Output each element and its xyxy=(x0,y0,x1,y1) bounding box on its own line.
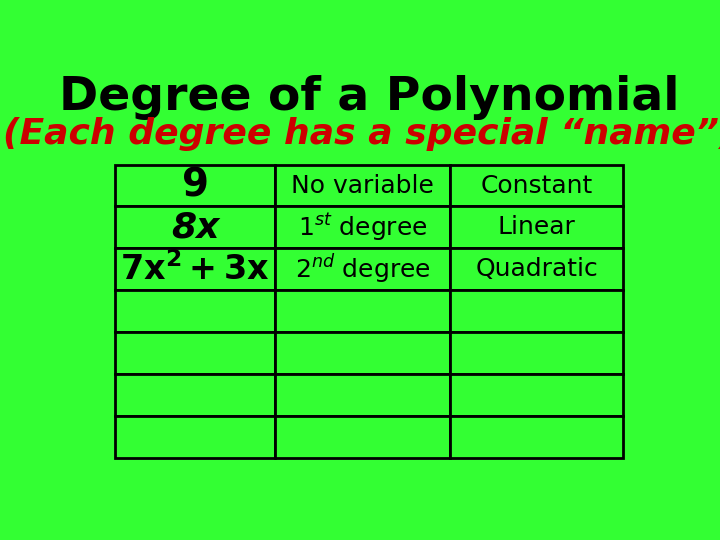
Bar xyxy=(275,206,450,248)
Text: Linear: Linear xyxy=(498,215,575,239)
Text: $1^{st}$ degree: $1^{st}$ degree xyxy=(298,212,428,243)
Bar xyxy=(275,332,450,374)
Bar xyxy=(115,332,275,374)
Bar xyxy=(115,290,275,332)
Text: Degree of a Polynomial: Degree of a Polynomial xyxy=(59,75,679,120)
Text: (Each degree has a special “name”): (Each degree has a special “name”) xyxy=(3,117,720,151)
Text: $\mathbf{7x^2 + 3x}$: $\mathbf{7x^2 + 3x}$ xyxy=(120,252,270,287)
Bar xyxy=(450,248,623,290)
Bar xyxy=(275,416,450,458)
Text: $2^{nd}$ degree: $2^{nd}$ degree xyxy=(294,253,431,286)
Bar xyxy=(450,332,623,374)
Bar xyxy=(115,165,275,206)
Bar xyxy=(450,206,623,248)
Bar xyxy=(275,374,450,416)
Bar xyxy=(275,290,450,332)
Bar xyxy=(450,374,623,416)
Bar xyxy=(275,248,450,290)
Bar xyxy=(450,416,623,458)
Bar xyxy=(115,248,275,290)
Bar xyxy=(450,165,623,206)
Text: No variable: No variable xyxy=(291,173,434,198)
Bar xyxy=(275,165,450,206)
Bar xyxy=(115,416,275,458)
Bar xyxy=(450,290,623,332)
Text: 9: 9 xyxy=(181,166,209,205)
Bar xyxy=(115,374,275,416)
Text: Quadratic: Quadratic xyxy=(475,257,598,281)
Text: 8x: 8x xyxy=(171,211,220,245)
Bar xyxy=(115,206,275,248)
Text: Constant: Constant xyxy=(480,173,593,198)
